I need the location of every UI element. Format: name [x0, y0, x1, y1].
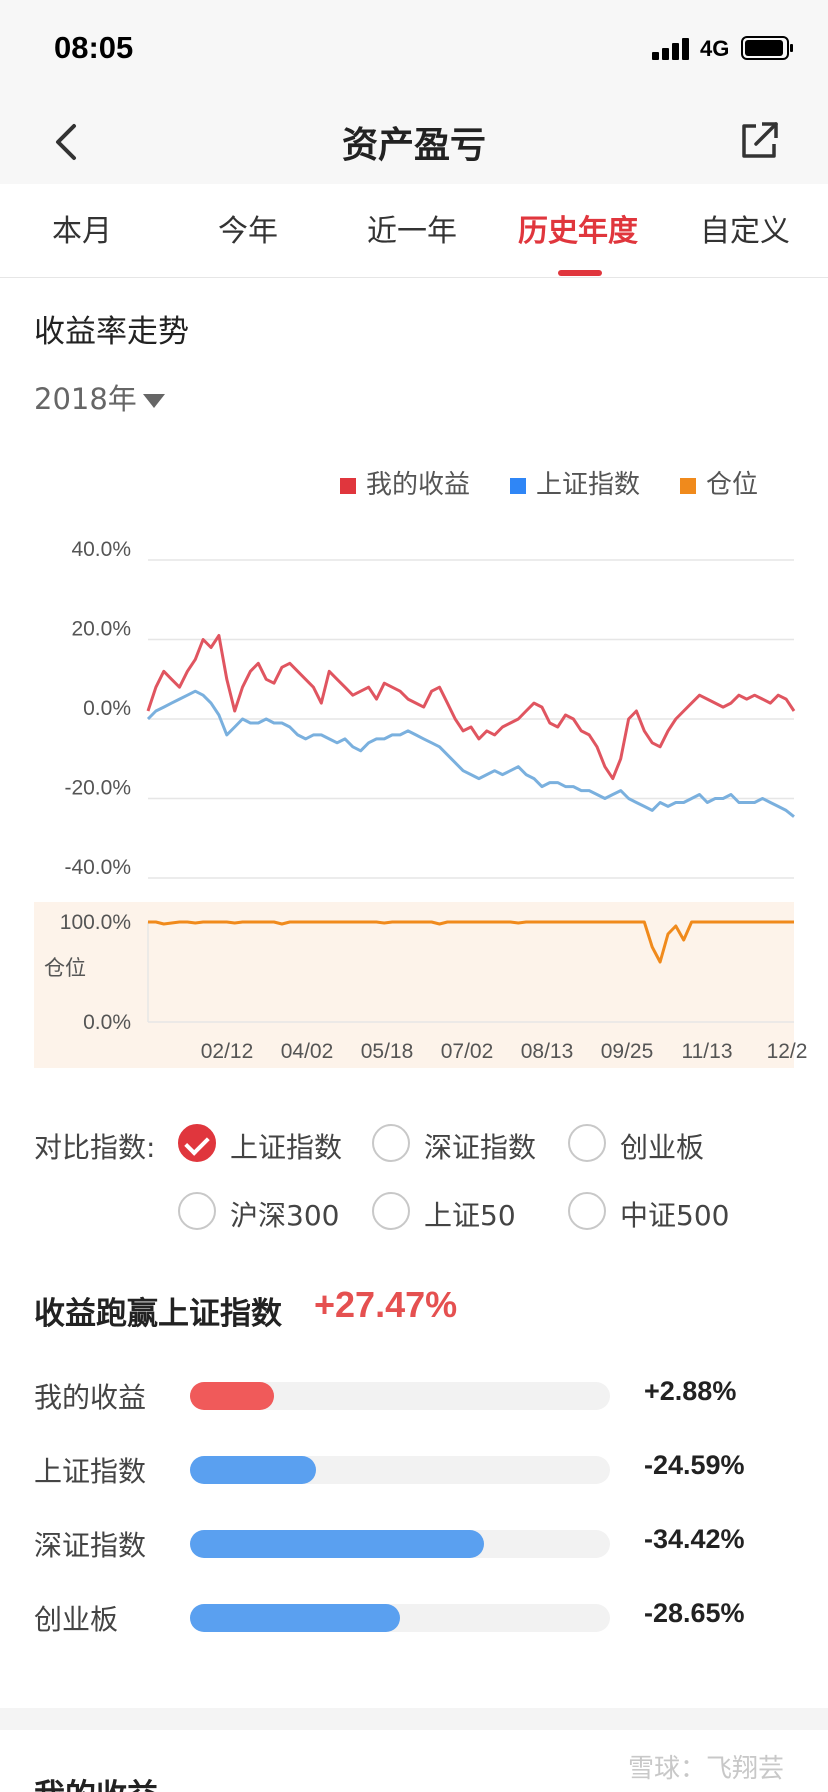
- signal-icon: [652, 38, 692, 60]
- y-tick-label: -20.0%: [64, 777, 131, 800]
- bar-track: [190, 1530, 610, 1558]
- checkbox-icon: [568, 1124, 606, 1162]
- bar-row-shenzhen-index: 深证指数 -34.42%: [0, 1522, 828, 1562]
- bar-value: -24.59%: [644, 1450, 745, 1480]
- y-tick-label: 0.0%: [83, 697, 131, 720]
- y-tick-label: 20.0%: [71, 618, 131, 641]
- option-label: 上证50: [424, 1199, 516, 1232]
- nav-bar: 资产盈亏: [0, 100, 828, 184]
- beat-index-value: +27.47%: [314, 1284, 458, 1325]
- option-label: 沪深300: [230, 1199, 340, 1232]
- bar-row-chinext: 创业板 -28.65%: [0, 1596, 828, 1636]
- battery-icon: [741, 36, 793, 60]
- network-type: 4G: [700, 36, 730, 61]
- year-dropdown[interactable]: 2018年: [34, 376, 165, 418]
- y-tick-label: 40.0%: [71, 538, 131, 561]
- checkbox-checked-icon: [178, 1124, 216, 1162]
- y-tick-label: 100.0%: [60, 911, 131, 934]
- bar-label: 深证指数: [34, 1529, 147, 1562]
- back-icon[interactable]: [48, 118, 88, 166]
- x-tick-label: 12/2: [767, 1040, 808, 1063]
- series-line: [146, 634, 796, 781]
- legend-swatch: [680, 477, 696, 494]
- legend-shanghai-index: 上证指数: [510, 464, 640, 501]
- legend-label: 我的收益: [366, 470, 471, 500]
- year-value: 2018年: [34, 382, 137, 416]
- x-tick-label: 07/02: [441, 1040, 494, 1063]
- bar-track: [190, 1456, 610, 1484]
- x-tick-label: 11/13: [682, 1040, 733, 1063]
- checkbox-icon: [568, 1192, 606, 1230]
- period-tabs: 本月 今年 近一年 历史年度 自定义: [0, 184, 828, 278]
- checkbox-icon: [372, 1192, 410, 1230]
- bar-value: -28.65%: [644, 1598, 745, 1628]
- bar-label: 创业板: [34, 1603, 119, 1636]
- option-label: 深证指数: [424, 1131, 537, 1164]
- section-divider: [0, 1708, 828, 1730]
- watermark: 雪球：飞翔芸: [628, 1754, 785, 1784]
- return-chart: 40.0% 20.0% 0.0% -20.0% -40.0% 100.0% 0.0% 仓位 02…: [34, 538, 808, 1068]
- status-time: 08:05: [54, 30, 134, 65]
- legend-swatch: [340, 477, 356, 494]
- legend-my-return: 我的收益: [340, 464, 470, 501]
- series-line: [146, 689, 795, 818]
- my-return-section-title: 我的收益: [34, 1770, 158, 1792]
- checkbox-icon: [372, 1124, 410, 1162]
- bar-track: [190, 1604, 610, 1632]
- bar-fill: [190, 1456, 316, 1484]
- y-tick-label: -40.0%: [64, 856, 131, 879]
- bar-label: 上证指数: [34, 1455, 147, 1488]
- section-title: 收益率走势: [34, 314, 189, 350]
- dropdown-arrow-icon: [142, 394, 165, 408]
- bar-fill: [190, 1604, 400, 1632]
- y-axis-label: 仓位: [44, 956, 86, 980]
- bar-label: 我的收益: [34, 1381, 147, 1414]
- compare-label: 对比指数:: [34, 1131, 156, 1164]
- tab-custom[interactable]: 自定义: [700, 214, 790, 249]
- x-tick-label: 05/18: [361, 1040, 414, 1063]
- bar-row-my-return: 我的收益 +2.88%: [0, 1374, 828, 1414]
- position-chart-bg: [34, 902, 794, 1068]
- status-bar: 08:05 4G: [0, 0, 828, 100]
- tab-this-month[interactable]: 本月: [52, 214, 112, 249]
- tab-history-year[interactable]: 历史年度: [518, 214, 638, 249]
- legend-position: 仓位: [680, 464, 758, 501]
- bar-fill: [190, 1382, 274, 1410]
- checkbox-icon: [178, 1192, 216, 1230]
- tab-last-year[interactable]: 近一年: [367, 214, 457, 249]
- x-tick-label: 08/13: [521, 1040, 574, 1063]
- page-title: 资产盈亏: [341, 125, 486, 166]
- bar-row-shanghai-index: 上证指数 -24.59%: [0, 1448, 828, 1488]
- legend-swatch: [510, 477, 526, 494]
- bar-track: [190, 1382, 610, 1410]
- legend-label: 仓位: [706, 470, 759, 500]
- x-tick-label: 09/25: [601, 1040, 654, 1063]
- tab-this-year[interactable]: 今年: [218, 214, 278, 249]
- option-label: 上证指数: [230, 1131, 343, 1164]
- x-tick-label: 02/12: [201, 1040, 254, 1063]
- bar-fill: [190, 1530, 484, 1558]
- beat-index-title: 收益跑赢上证指数: [34, 1296, 282, 1332]
- option-label: 创业板: [620, 1131, 705, 1164]
- bar-value: +2.88%: [644, 1376, 737, 1406]
- share-icon[interactable]: [738, 120, 780, 162]
- bar-value: -34.42%: [644, 1524, 745, 1554]
- legend-label: 上证指数: [536, 470, 641, 500]
- option-label: 中证500: [620, 1199, 730, 1232]
- x-tick-label: 04/02: [281, 1040, 334, 1063]
- active-tab-indicator: [558, 270, 602, 276]
- y-tick-label: 0.0%: [83, 1011, 131, 1034]
- series-line: [148, 920, 794, 964]
